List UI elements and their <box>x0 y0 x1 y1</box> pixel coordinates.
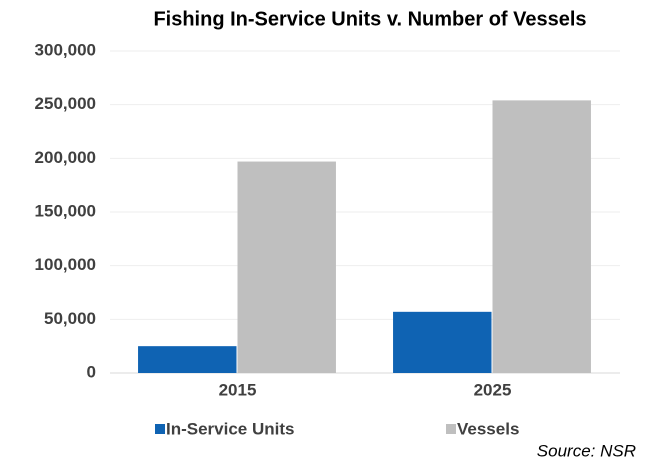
bar <box>138 346 237 373</box>
y-tick-label: 200,000 <box>35 148 96 167</box>
legend-label: Vessels <box>457 419 519 438</box>
legend-swatch <box>155 424 165 434</box>
legend-label: In-Service Units <box>166 419 295 438</box>
y-tick-label: 100,000 <box>35 255 96 274</box>
y-tick-label: 250,000 <box>35 94 96 113</box>
source-note: Source: NSR <box>537 441 636 460</box>
y-tick-label: 0 <box>87 362 96 381</box>
bar <box>492 100 591 373</box>
bar <box>393 311 492 373</box>
x-tick-label: 2015 <box>219 380 257 399</box>
x-tick-label: 2025 <box>474 380 512 399</box>
bar <box>237 161 336 373</box>
chart-title: Fishing In-Service Units v. Number of Ve… <box>153 8 586 30</box>
y-tick-label: 50,000 <box>44 309 96 328</box>
y-tick-label: 150,000 <box>35 201 96 220</box>
legend-swatch <box>446 424 456 434</box>
y-tick-label: 300,000 <box>35 40 96 59</box>
